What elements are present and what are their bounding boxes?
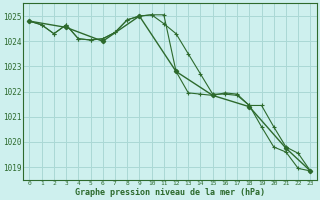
X-axis label: Graphe pression niveau de la mer (hPa): Graphe pression niveau de la mer (hPa) bbox=[75, 188, 265, 197]
